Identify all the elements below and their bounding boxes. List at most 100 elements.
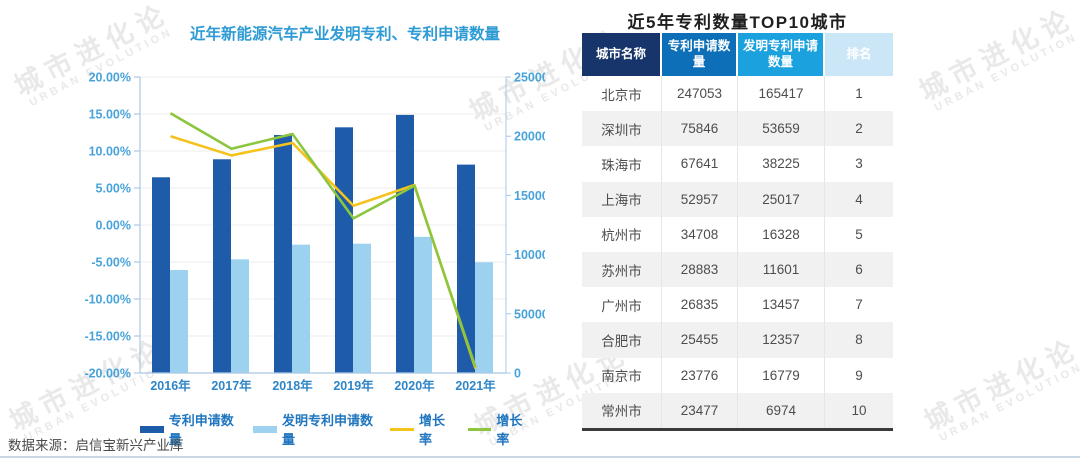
left-axis-tick-label: -5.00% — [91, 256, 131, 270]
table-cell: 13457 — [738, 287, 825, 323]
table-row: 苏州市 28883 11601 6 — [582, 251, 893, 288]
table-header-row: 城市名称 专利申请数量 发明专利申请数量 排名 — [582, 33, 893, 76]
table-cell: 23776 — [662, 357, 738, 393]
table-body: 北京市 247053 165417 1 深圳市 75846 53659 2 珠海市 67641 38… — [582, 76, 893, 428]
right-axis-tick-label: 150000 — [514, 189, 545, 203]
page-bottom-divider — [0, 456, 1080, 458]
x-axis-category-label: 2016年 — [150, 378, 191, 393]
legend-label: 增长率 — [419, 413, 446, 447]
left-axis-tick-label: 15.00% — [89, 108, 131, 122]
table-cell: 常州市 — [582, 392, 662, 428]
table-cell: 16779 — [738, 357, 825, 393]
table-cell: 11601 — [738, 251, 825, 288]
combo-chart: -20.00% -15.00% -10.00% -5.00% 0.00% 5.00% 10.… — [84, 71, 545, 394]
bar-专利申请数量 — [213, 159, 231, 373]
x-axis-category-label: 2021年 — [455, 378, 496, 393]
x-axis-category-label: 2020年 — [394, 378, 435, 393]
table-row: 北京市 247053 165417 1 — [582, 76, 893, 112]
legend-item-专利申请数量: 专利申请数量 — [140, 410, 240, 448]
right-axis-tick-label: 250000 — [514, 71, 545, 85]
legend-item-发明专利申请数量: 发明专利申请数量 — [253, 410, 377, 448]
x-axis-category-label: 2018年 — [272, 378, 313, 393]
data-source-note: 数据来源：启信宝新兴产业库 — [8, 438, 184, 453]
bar-发明专利申请数量 — [292, 244, 310, 373]
legend-label: 发明专利申请数量 — [282, 413, 374, 447]
city-patent-table: 城市名称 专利申请数量 发明专利申请数量 排名 北京市 247053 165417 1 深圳市… — [582, 33, 893, 431]
left-axis-tick-label: -20.00% — [84, 367, 131, 381]
legend-label: 增长率 — [496, 413, 523, 447]
table-cell: 8 — [855, 332, 863, 348]
bar-发明专利申请数量 — [414, 236, 432, 373]
legend-swatch-bar — [253, 425, 278, 433]
table-row: 合肥市 25455 12357 8 — [582, 322, 893, 358]
table-cell: 珠海市 — [582, 146, 662, 182]
table-cell: 杭州市 — [582, 216, 662, 252]
table-cell: 38225 — [738, 146, 825, 182]
legend-label: 专利申请数量 — [168, 413, 234, 447]
table-cell: 6 — [855, 262, 863, 278]
left-axis-tick-label: 5.00% — [96, 182, 131, 196]
table-cell: 5 — [855, 226, 863, 242]
table-cell: 2 — [855, 121, 863, 137]
table-cell: 7 — [855, 297, 863, 313]
table-cell: 1 — [855, 86, 863, 102]
table-title: 近5年专利数量TOP10城市 — [627, 13, 848, 32]
bar-发明专利申请数量 — [353, 243, 371, 373]
bar-专利申请数量 — [457, 164, 475, 373]
line-增长率 — [169, 112, 477, 368]
table-cell: 北京市 — [582, 76, 662, 112]
x-axis-category-label: 2017年 — [211, 378, 252, 393]
table-cell: 3 — [855, 156, 863, 172]
legend-item-增长率: 增长率 — [390, 410, 454, 448]
table-header-cell: 发明专利申请数量 — [738, 33, 825, 76]
table-cell: 上海市 — [582, 181, 662, 217]
x-axis-category-label: 2019年 — [333, 378, 374, 393]
table-cell: 广州市 — [582, 287, 662, 323]
table-cell: 9 — [855, 367, 863, 383]
table-cell: 25017 — [738, 181, 825, 217]
legend-swatch-bar — [140, 425, 164, 433]
table-cell: 23477 — [662, 392, 738, 428]
right-axis-tick-label: 100000 — [514, 248, 545, 262]
table-row: 杭州市 34708 16328 5 — [582, 216, 893, 252]
legend-item-增长率: 增长率 — [467, 410, 532, 448]
right-axis-tick-label: 50000 — [514, 307, 545, 321]
bar-专利申请数量 — [396, 114, 414, 373]
bar-发明专利申请数量 — [231, 259, 249, 373]
left-axis-tick-label: 10.00% — [89, 145, 131, 159]
table-cell: 165417 — [738, 76, 825, 112]
legend-swatch-line — [390, 427, 415, 431]
table-row: 深圳市 75846 53659 2 — [582, 111, 893, 147]
table-cell: 深圳市 — [582, 111, 662, 147]
table-cell: 26835 — [662, 287, 738, 323]
table-cell: 52957 — [662, 181, 738, 217]
table-cell: 28883 — [662, 251, 738, 288]
table-cell: 53659 — [738, 111, 825, 147]
table-cell: 34708 — [662, 216, 738, 252]
table-cell: 247053 — [662, 76, 738, 112]
table-cell: 南京市 — [582, 357, 662, 393]
table-row: 南京市 23776 16779 9 — [582, 357, 893, 393]
left-axis-tick-label: 20.00% — [89, 71, 131, 85]
right-axis-tick-label: 0 — [514, 367, 521, 381]
bar-专利申请数量 — [335, 127, 353, 373]
table-bottom-border — [582, 427, 893, 431]
right-axis-tick-label: 200000 — [514, 130, 545, 144]
bar-专利申请数量 — [152, 177, 170, 373]
table-cell: 苏州市 — [582, 251, 662, 288]
bar-专利申请数量 — [274, 135, 292, 373]
table-cell: 4 — [855, 191, 863, 207]
bar-发明专利申请数量 — [475, 262, 493, 373]
table-cell: 75846 — [662, 111, 738, 147]
legend-swatch-line — [467, 427, 492, 431]
table-row: 上海市 52957 25017 4 — [582, 181, 893, 217]
left-axis-tick-label: -10.00% — [84, 293, 131, 307]
bar-发明专利申请数量 — [170, 269, 188, 373]
left-axis-tick-label: -15.00% — [84, 330, 131, 344]
table-cell: 25455 — [662, 322, 738, 358]
table-cell: 10 — [851, 402, 867, 418]
table-cell: 67641 — [662, 146, 738, 182]
chart-legend: 专利申请数量 发明专利申请数量 增长率 增长率 — [140, 410, 532, 448]
table-cell: 12357 — [738, 322, 825, 358]
